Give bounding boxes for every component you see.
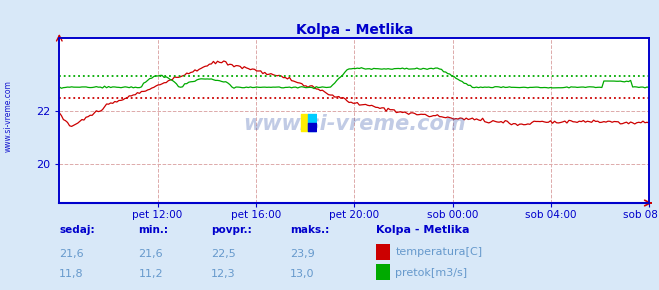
- Text: www.si-vreme.com: www.si-vreme.com: [3, 80, 13, 152]
- Text: pretok[m3/s]: pretok[m3/s]: [395, 268, 467, 278]
- Text: sedaj:: sedaj:: [59, 225, 95, 235]
- Text: 23,9: 23,9: [290, 249, 315, 259]
- Text: 21,6: 21,6: [138, 249, 163, 259]
- Text: 13,0: 13,0: [290, 269, 314, 279]
- Text: Kolpa - Metlika: Kolpa - Metlika: [376, 225, 469, 235]
- Text: www.si-vreme.com: www.si-vreme.com: [243, 114, 465, 134]
- Text: 22,5: 22,5: [211, 249, 236, 259]
- Text: 11,2: 11,2: [138, 269, 163, 279]
- Text: 12,3: 12,3: [211, 269, 235, 279]
- Title: Kolpa - Metlika: Kolpa - Metlika: [295, 23, 413, 37]
- Text: temperatura[C]: temperatura[C]: [395, 247, 482, 257]
- Text: maks.:: maks.:: [290, 225, 330, 235]
- Text: min.:: min.:: [138, 225, 169, 235]
- Text: 11,8: 11,8: [59, 269, 84, 279]
- Text: 21,6: 21,6: [59, 249, 84, 259]
- Text: povpr.:: povpr.:: [211, 225, 252, 235]
